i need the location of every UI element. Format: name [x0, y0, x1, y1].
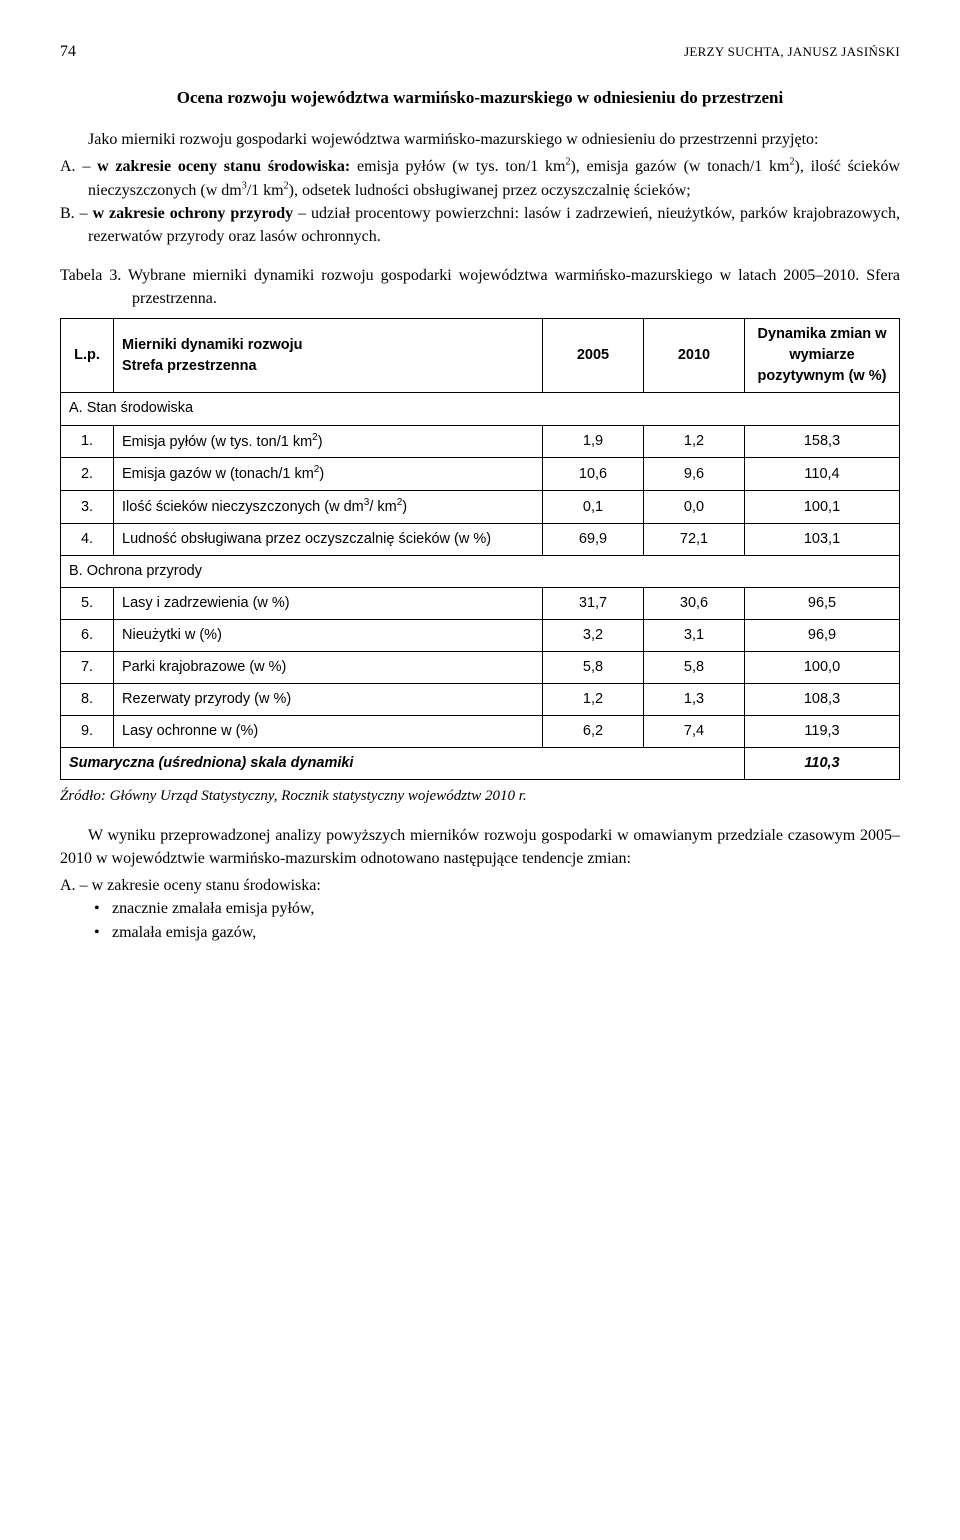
cell-dyn: 119,3: [745, 716, 900, 748]
cell-2005: 5,8: [543, 652, 644, 684]
table-row: 1. Emisja pyłów (w tys. ton/1 km2) 1,9 1…: [61, 425, 900, 458]
table-row: 6. Nieużytki w (%) 3,2 3,1 96,9: [61, 620, 900, 652]
cell-metric: Emisja gazów w (tonach/1 km2): [114, 458, 543, 491]
criteria-list: A. – w zakresie oceny stanu środowiska: …: [60, 155, 900, 248]
th-lp: L.p.: [61, 319, 114, 393]
cell-lp: 7.: [61, 652, 114, 684]
table-header-row: L.p. Mierniki dynamiki rozwojuStrefa prz…: [61, 319, 900, 393]
th-2005: 2005: [543, 319, 644, 393]
cell-lp: 2.: [61, 458, 114, 491]
cell-dyn: 100,1: [745, 491, 900, 524]
cell-2010: 0,0: [644, 491, 745, 524]
cell-lp: 5.: [61, 588, 114, 620]
cell-dyn: 110,4: [745, 458, 900, 491]
cell-metric: Parki krajobrazowe (w %): [114, 652, 543, 684]
table-source: Źródło: Główny Urząd Statystyczny, Roczn…: [60, 786, 900, 808]
cell-2010: 30,6: [644, 588, 745, 620]
closing-text: – w zakresie oceny stanu środowiska:: [76, 877, 321, 894]
bullet-item: znacznie zmalała emisja pyłów,: [112, 897, 900, 920]
table-row: 8. Rezerwaty przyrody (w %) 1,2 1,3 108,…: [61, 684, 900, 716]
th-2010: 2010: [644, 319, 745, 393]
summary-label: Sumaryczna (uśredniona) skala dynamiki: [61, 748, 745, 780]
cell-2010: 72,1: [644, 524, 745, 556]
cell-dyn: 96,9: [745, 620, 900, 652]
section-a-label: A. Stan środowiska: [61, 393, 900, 425]
table-row: 9. Lasy ochronne w (%) 6,2 7,4 119,3: [61, 716, 900, 748]
cell-lp: 6.: [61, 620, 114, 652]
cell-metric: Lasy i zadrzewienia (w %): [114, 588, 543, 620]
cell-dyn: 108,3: [745, 684, 900, 716]
table-caption: Tabela 3. Wybrane mierniki dynamiki rozw…: [60, 264, 900, 310]
cell-2005: 6,2: [543, 716, 644, 748]
bullet-item: zmalała emisja gazów,: [112, 921, 900, 944]
intro-paragraph: Jako mierniki rozwoju gospodarki wojewód…: [60, 128, 900, 151]
table-row: 5. Lasy i zadrzewienia (w %) 31,7 30,6 9…: [61, 588, 900, 620]
criteria-marker: A.: [60, 158, 76, 175]
criteria-marker: B.: [60, 205, 75, 222]
cell-dyn: 103,1: [745, 524, 900, 556]
th-dynamics: Dynamika zmian w wymiarze pozytywnym (w …: [745, 319, 900, 393]
criteria-text: – w zakresie oceny stanu środowiska: emi…: [76, 158, 900, 198]
cell-lp: 9.: [61, 716, 114, 748]
closing-marker: A.: [60, 877, 76, 894]
metrics-table: L.p. Mierniki dynamiki rozwojuStrefa prz…: [60, 318, 900, 780]
cell-metric: Emisja pyłów (w tys. ton/1 km2): [114, 425, 543, 458]
page-number: 74: [60, 40, 76, 63]
table-row: 2. Emisja gazów w (tonach/1 km2) 10,6 9,…: [61, 458, 900, 491]
bullet-list: znacznie zmalała emisja pyłów, zmalała e…: [60, 897, 900, 943]
table-row: 3. Ilość ścieków nieczyszczonych (w dm3/…: [61, 491, 900, 524]
cell-2005: 1,2: [543, 684, 644, 716]
section-title: Ocena rozwoju województwa warmińsko-mazu…: [60, 87, 900, 110]
table-caption-label: Tabela 3.: [60, 267, 121, 284]
cell-metric: Nieużytki w (%): [114, 620, 543, 652]
cell-2010: 5,8: [644, 652, 745, 684]
cell-lp: 4.: [61, 524, 114, 556]
cell-2005: 1,9: [543, 425, 644, 458]
cell-lp: 1.: [61, 425, 114, 458]
th-metric: Mierniki dynamiki rozwojuStrefa przestrz…: [114, 319, 543, 393]
summary-value: 110,3: [745, 748, 900, 780]
cell-lp: 8.: [61, 684, 114, 716]
cell-metric: Lasy ochronne w (%): [114, 716, 543, 748]
cell-dyn: 96,5: [745, 588, 900, 620]
cell-2010: 1,3: [644, 684, 745, 716]
criteria-item: A. – w zakresie oceny stanu środowiska: …: [60, 155, 900, 201]
criteria-text: – w zakresie ochrony przyrody – udział p…: [75, 205, 900, 245]
table-row: 7. Parki krajobrazowe (w %) 5,8 5,8 100,…: [61, 652, 900, 684]
closing-paragraph: W wyniku przeprowadzonej analizy powyższ…: [60, 824, 900, 870]
closing-list: A. – w zakresie oceny stanu środowiska: …: [60, 874, 900, 944]
section-b-label: B. Ochrona przyrody: [61, 556, 900, 588]
table-caption-text: Wybrane mierniki dynamiki rozwoju gospod…: [121, 267, 900, 307]
cell-2010: 1,2: [644, 425, 745, 458]
cell-metric: Ilość ścieków nieczyszczonych (w dm3/ km…: [114, 491, 543, 524]
page-header: 74 JERZY SUCHTA, JANUSZ JASIŃSKI: [60, 40, 900, 63]
cell-2005: 10,6: [543, 458, 644, 491]
cell-metric: Ludność obsługiwana przez oczyszczalnię …: [114, 524, 543, 556]
cell-2005: 31,7: [543, 588, 644, 620]
cell-dyn: 158,3: [745, 425, 900, 458]
cell-metric: Rezerwaty przyrody (w %): [114, 684, 543, 716]
cell-lp: 3.: [61, 491, 114, 524]
table-summary-row: Sumaryczna (uśredniona) skala dynamiki 1…: [61, 748, 900, 780]
cell-2010: 3,1: [644, 620, 745, 652]
criteria-item: B. – w zakresie ochrony przyrody – udzia…: [60, 202, 900, 248]
cell-2010: 7,4: [644, 716, 745, 748]
table-section-row: B. Ochrona przyrody: [61, 556, 900, 588]
running-head: JERZY SUCHTA, JANUSZ JASIŃSKI: [684, 43, 900, 62]
table-row: 4. Ludność obsługiwana przez oczyszczaln…: [61, 524, 900, 556]
closing-list-item: A. – w zakresie oceny stanu środowiska:: [60, 874, 900, 897]
cell-2005: 69,9: [543, 524, 644, 556]
cell-2005: 0,1: [543, 491, 644, 524]
table-section-row: A. Stan środowiska: [61, 393, 900, 425]
cell-dyn: 100,0: [745, 652, 900, 684]
cell-2005: 3,2: [543, 620, 644, 652]
cell-2010: 9,6: [644, 458, 745, 491]
